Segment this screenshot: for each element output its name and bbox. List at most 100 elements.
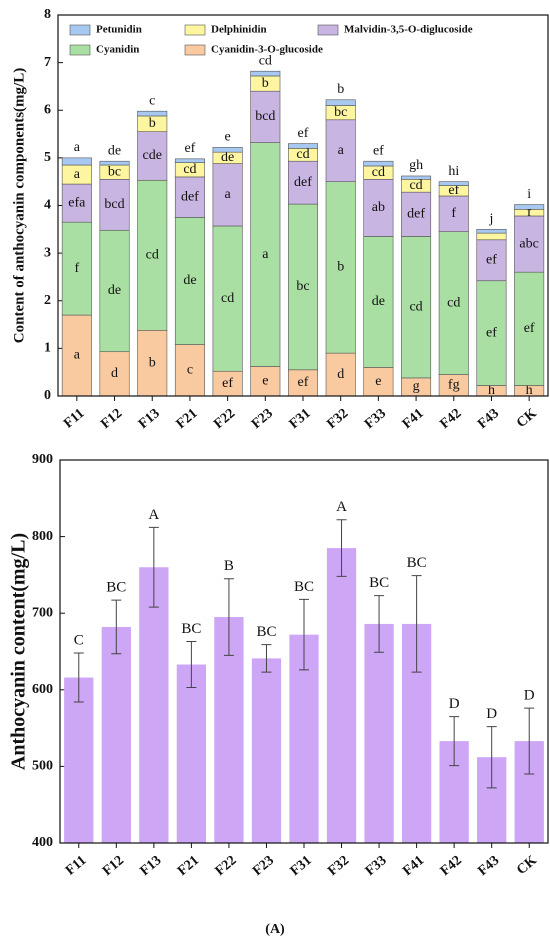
bar-segment xyxy=(287,143,318,149)
significance-letter: b xyxy=(337,82,344,97)
significance-letter: cd xyxy=(409,178,422,193)
bar xyxy=(139,567,169,843)
significance-letter: f xyxy=(451,206,456,221)
y-tick-label: 7 xyxy=(44,55,51,70)
error-bar xyxy=(299,598,309,671)
bar-segment xyxy=(174,158,205,163)
significance-letter: BC xyxy=(369,575,389,591)
x-tick-label: F31 xyxy=(287,406,314,432)
y-tick-label: 5 xyxy=(44,150,51,165)
significance-letter: cd xyxy=(447,295,460,310)
significance-letter: j xyxy=(489,212,494,227)
x-tick-label: CK xyxy=(514,853,540,878)
bar-segment xyxy=(476,239,507,282)
bar-segment xyxy=(212,147,243,153)
y-tick-label: 3 xyxy=(44,245,51,260)
bar-segment xyxy=(363,367,394,397)
x-tick-label: F41 xyxy=(400,406,427,432)
bar-segment xyxy=(137,131,168,181)
significance-letter: ef xyxy=(486,252,497,267)
significance-letter: h xyxy=(488,383,495,398)
significance-letter: ef xyxy=(373,143,384,158)
x-tick-label: F33 xyxy=(363,853,390,879)
legend-swatch xyxy=(69,24,91,36)
significance-letter: c xyxy=(187,363,193,378)
x-tick-label: F32 xyxy=(325,853,352,879)
bar-segment xyxy=(99,160,130,166)
error-bar xyxy=(148,526,159,608)
bar-segment xyxy=(137,179,168,331)
bar-segment xyxy=(174,176,205,218)
y-tick-label: 0 xyxy=(44,388,51,403)
x-tick-label: F42 xyxy=(438,853,465,879)
bar-segment xyxy=(401,175,432,180)
bar-segment xyxy=(514,204,545,210)
y-tick-label: 600 xyxy=(32,682,53,697)
significance-letter: a xyxy=(262,247,269,262)
bar-segment xyxy=(61,221,92,316)
significance-letter: D xyxy=(524,688,535,704)
significance-letter: cd xyxy=(183,162,196,177)
x-tick-label: F43 xyxy=(475,406,502,432)
significance-letter: h xyxy=(526,383,533,398)
significance-letter: d xyxy=(337,367,344,382)
significance-letter: cd xyxy=(146,247,159,262)
bar-segment xyxy=(363,236,394,368)
significance-letter: a xyxy=(74,348,81,363)
significance-letter: a xyxy=(225,187,232,202)
significance-letter: cd xyxy=(221,291,234,306)
legend-swatch xyxy=(184,44,206,56)
significance-letter: bc xyxy=(334,105,347,120)
x-tick-label: F11 xyxy=(61,406,87,431)
significance-letter: b xyxy=(149,355,156,370)
significance-letter: D xyxy=(486,706,497,722)
significance-letter: bc xyxy=(108,164,121,179)
significance-letter: BC xyxy=(181,621,201,637)
significance-letter: ef xyxy=(524,321,535,336)
y-tick-label: 900 xyxy=(32,452,53,467)
significance-letter: a xyxy=(338,143,345,158)
significance-letter: B xyxy=(224,558,234,574)
significance-letter: e xyxy=(262,373,268,388)
bar-segment xyxy=(61,314,92,397)
significance-letter: a xyxy=(74,167,81,182)
error-bar xyxy=(411,575,422,673)
bar-segment xyxy=(250,90,281,143)
x-tick-label: F41 xyxy=(400,853,427,879)
significance-letter: e xyxy=(375,374,381,389)
significance-letter: de xyxy=(183,273,196,288)
x-tick-label: F32 xyxy=(324,406,351,432)
significance-letter: de xyxy=(108,143,121,158)
significance-letter: ef xyxy=(298,126,309,141)
bar-segment xyxy=(325,99,356,106)
bar-segment xyxy=(137,110,168,117)
error-bar xyxy=(524,707,535,775)
legend-label: Cyanidin xyxy=(96,44,139,56)
significance-letter: ef xyxy=(222,376,233,391)
significance-letter: cd xyxy=(409,299,422,314)
bar xyxy=(364,623,394,843)
error-bar xyxy=(186,641,197,689)
bar-segment xyxy=(174,217,205,345)
x-tick-label: F13 xyxy=(136,406,163,432)
y-tick-label: 1 xyxy=(44,341,51,356)
x-tick-label: F23 xyxy=(249,406,276,432)
x-tick-label: F42 xyxy=(437,406,464,432)
significance-letter: f xyxy=(75,261,80,276)
x-tick-label: F21 xyxy=(174,406,201,432)
bar-segment xyxy=(287,203,318,371)
significance-letter: c xyxy=(149,93,155,108)
significance-letter: A xyxy=(148,507,159,523)
significance-letter: b xyxy=(262,76,269,91)
legend-swatch xyxy=(317,24,339,36)
significance-letter: bcd xyxy=(255,109,275,124)
significance-letter: ab xyxy=(372,200,385,215)
error-bar xyxy=(374,595,385,653)
bar xyxy=(326,548,357,843)
bar-segment xyxy=(325,181,356,354)
significance-letter: b xyxy=(149,116,156,131)
bar xyxy=(176,664,207,843)
x-tick-label: F33 xyxy=(362,406,389,432)
significance-letter: BC xyxy=(294,579,314,595)
